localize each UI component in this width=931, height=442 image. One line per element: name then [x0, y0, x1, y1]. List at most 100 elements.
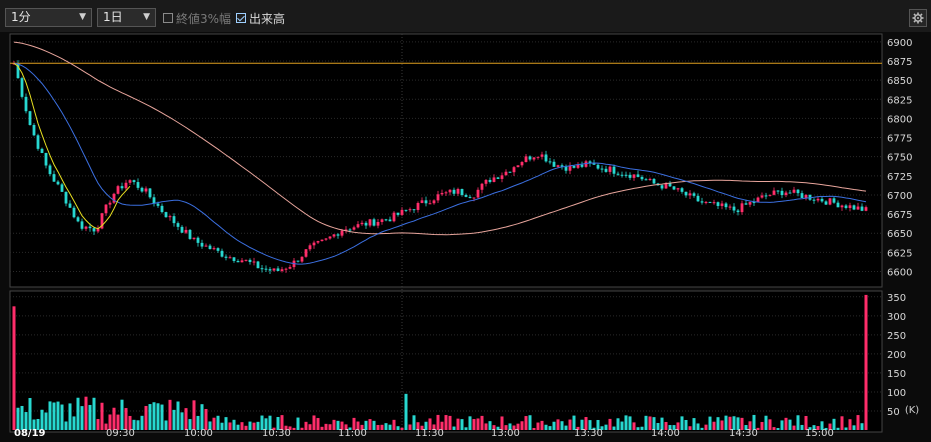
volume-bar — [528, 415, 532, 430]
candle-body — [172, 216, 176, 224]
volume-bar — [808, 427, 812, 430]
volume-bar — [688, 426, 692, 430]
gear-icon — [912, 12, 924, 24]
volume-bar — [428, 418, 432, 430]
candle-body — [508, 171, 512, 173]
candle-body — [408, 209, 412, 211]
candle-body — [444, 192, 448, 194]
candle-body — [148, 188, 152, 198]
volume-bar — [68, 403, 72, 430]
candle-body — [80, 221, 84, 229]
volume-bar — [524, 416, 528, 430]
candle-body — [264, 268, 268, 270]
time-tick-label: 08/19 — [14, 428, 46, 439]
volume-bar — [792, 425, 796, 430]
candle-body — [160, 205, 164, 213]
volume-bar — [684, 420, 688, 430]
candle-body — [360, 222, 364, 225]
volume-bar — [232, 419, 236, 430]
volume-bar — [812, 425, 816, 430]
close-3pct-checkbox[interactable]: 終値3%幅 — [163, 10, 231, 26]
volume-bar — [448, 415, 452, 430]
volume-checkbox[interactable]: 出来高 — [236, 10, 285, 26]
volume-bar — [176, 401, 180, 430]
candle-body — [268, 269, 272, 271]
volume-bar — [196, 415, 200, 430]
candle-body — [76, 217, 80, 222]
candle-body — [804, 194, 808, 198]
volume-bar — [252, 422, 256, 430]
volume-bar — [768, 419, 772, 430]
candle-body — [168, 216, 172, 218]
volume-tick-label: 350 — [887, 293, 906, 304]
volume-bar — [604, 424, 608, 430]
candle-body — [612, 166, 616, 174]
short-moving-average-line — [13, 62, 867, 265]
candle-body — [100, 213, 104, 229]
price-tick-label: 6650 — [887, 229, 912, 240]
volume-bar — [580, 419, 584, 430]
volume-bar — [424, 421, 428, 430]
chevron-down-icon: ▼ — [143, 12, 150, 22]
volume-bar — [544, 424, 548, 430]
candle-body — [256, 261, 260, 269]
candle-body — [780, 190, 784, 196]
volume-bar — [656, 423, 660, 430]
volume-bar — [700, 427, 704, 430]
volume-bar — [204, 408, 208, 430]
candle-body — [36, 135, 40, 149]
volume-bar — [484, 423, 488, 430]
interval-select[interactable]: 1分 ▼ — [5, 8, 92, 27]
volume-bar — [472, 419, 476, 430]
price-tick-label: 6850 — [887, 76, 912, 87]
checkbox-box — [163, 13, 173, 23]
volume-unit-label: (K) — [905, 405, 919, 416]
volume-bar — [492, 425, 496, 430]
settings-button[interactable] — [909, 9, 927, 27]
volume-bar — [432, 424, 436, 430]
candle-body — [604, 168, 608, 172]
volume-bar — [172, 409, 176, 430]
volume-bar — [144, 405, 148, 430]
volume-bar — [824, 427, 828, 430]
candle-body — [316, 241, 320, 243]
long-moving-average-line — [13, 41, 867, 236]
checkbox-box — [236, 13, 246, 23]
volume-bar — [504, 425, 508, 430]
candle-body — [544, 154, 548, 162]
candle-body — [116, 186, 120, 194]
period-select[interactable]: 1日 ▼ — [97, 8, 156, 27]
candle-body — [624, 174, 628, 176]
candle-body — [800, 193, 804, 198]
candle-body — [468, 196, 472, 198]
time-tick-label: 11:00 — [338, 428, 367, 439]
candle-body — [432, 200, 436, 204]
price-tick-label: 6775 — [887, 134, 912, 145]
candle-body — [712, 202, 716, 204]
candle-body — [228, 257, 232, 259]
candle-body — [220, 250, 224, 257]
volume-bar — [796, 415, 800, 430]
candle-body — [412, 209, 416, 211]
volume-bar — [52, 402, 56, 430]
volume-bar — [596, 419, 600, 430]
candle-body — [620, 174, 624, 176]
candle-body — [684, 191, 688, 196]
volume-bar — [184, 408, 188, 430]
candle-body — [720, 203, 724, 206]
volume-tick-label: 50 — [887, 407, 900, 418]
volume-bar — [420, 425, 424, 430]
volume-bar — [476, 418, 480, 430]
candle-body — [672, 186, 676, 190]
candle-body — [60, 184, 64, 192]
candle-body — [464, 194, 468, 197]
candle-body — [288, 267, 292, 269]
candle-body — [252, 261, 256, 263]
volume-bar — [332, 419, 336, 430]
volume-bar — [748, 421, 752, 430]
volume-bar — [320, 426, 324, 430]
volume-bar — [508, 423, 512, 430]
volume-bar — [644, 415, 648, 430]
candle-body — [760, 195, 764, 198]
volume-bar — [788, 419, 792, 430]
